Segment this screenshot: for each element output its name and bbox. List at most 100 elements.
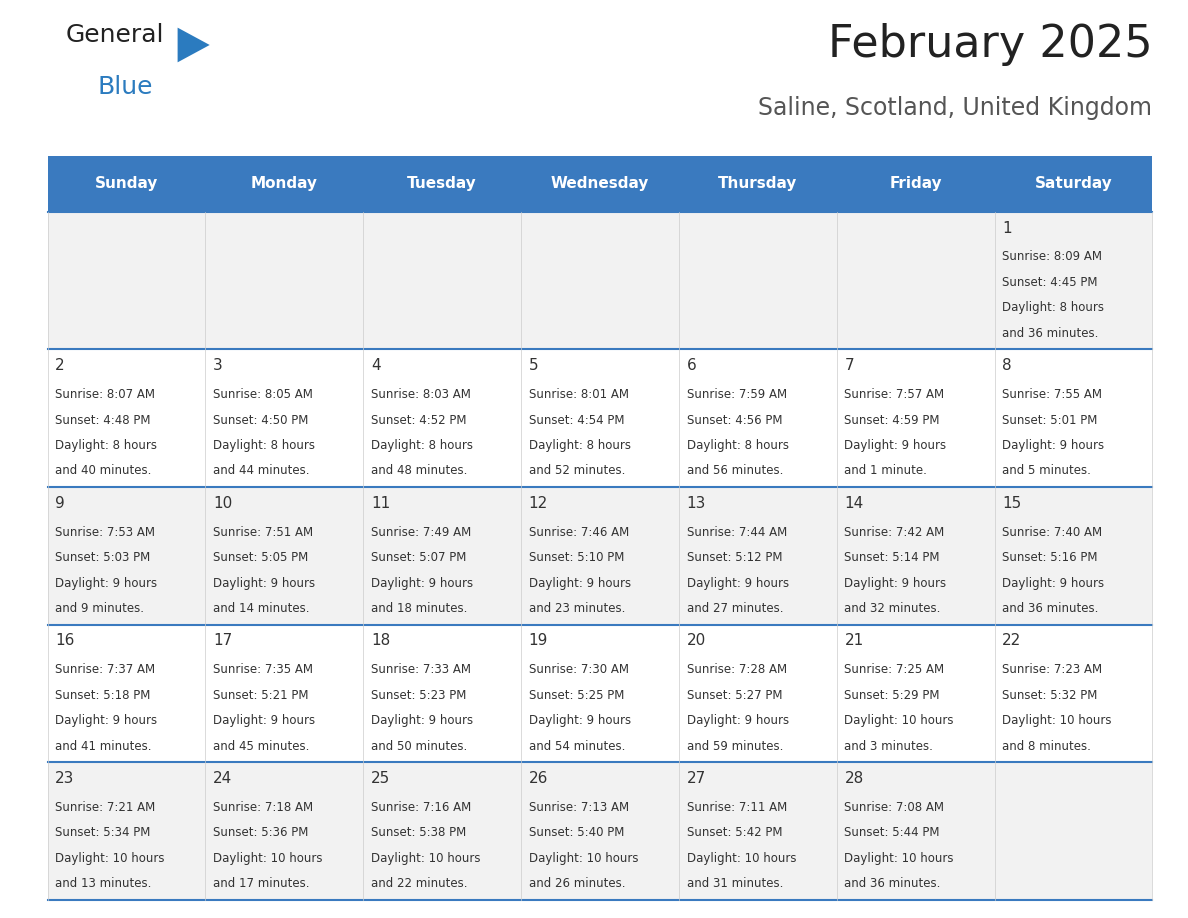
Text: Daylight: 9 hours: Daylight: 9 hours [529, 577, 631, 589]
Bar [678, 762, 836, 900]
Text: and 54 minutes.: and 54 minutes. [529, 740, 625, 753]
Text: and 3 minutes.: and 3 minutes. [845, 740, 934, 753]
Text: Daylight: 9 hours: Daylight: 9 hours [845, 577, 947, 589]
Text: Sunrise: 7:49 AM: Sunrise: 7:49 AM [371, 526, 472, 539]
Bar [678, 487, 836, 624]
Text: Thursday: Thursday [718, 176, 797, 192]
Text: Sunrise: 7:35 AM: Sunrise: 7:35 AM [213, 663, 314, 677]
Text: and 26 minutes.: and 26 minutes. [529, 877, 625, 890]
Text: Sunset: 5:21 PM: Sunset: 5:21 PM [213, 688, 309, 701]
Text: Daylight: 9 hours: Daylight: 9 hours [687, 577, 789, 589]
Text: Monday: Monday [251, 176, 317, 192]
Text: February 2025: February 2025 [828, 23, 1152, 66]
Text: Sunrise: 7:42 AM: Sunrise: 7:42 AM [845, 526, 944, 539]
Text: Sunset: 5:25 PM: Sunset: 5:25 PM [529, 688, 624, 701]
Bar [836, 350, 994, 487]
Text: Sunrise: 7:21 AM: Sunrise: 7:21 AM [56, 800, 156, 813]
Text: and 36 minutes.: and 36 minutes. [845, 877, 941, 890]
Text: Sunday: Sunday [95, 176, 158, 192]
Text: and 48 minutes.: and 48 minutes. [371, 465, 467, 477]
Text: Sunrise: 7:51 AM: Sunrise: 7:51 AM [213, 526, 314, 539]
Text: and 45 minutes.: and 45 minutes. [213, 740, 309, 753]
Text: Saturday: Saturday [1035, 176, 1112, 192]
Text: 24: 24 [213, 771, 233, 786]
Text: Sunset: 5:10 PM: Sunset: 5:10 PM [529, 551, 624, 564]
Text: 17: 17 [213, 633, 233, 648]
Text: Daylight: 8 hours: Daylight: 8 hours [1003, 301, 1105, 314]
Bar [364, 156, 522, 212]
Bar [678, 156, 836, 212]
Bar [364, 624, 522, 762]
Bar [364, 487, 522, 624]
Text: and 14 minutes.: and 14 minutes. [213, 602, 310, 615]
Text: Sunrise: 7:33 AM: Sunrise: 7:33 AM [371, 663, 470, 677]
Text: Sunset: 5:12 PM: Sunset: 5:12 PM [687, 551, 782, 564]
Text: Daylight: 10 hours: Daylight: 10 hours [845, 852, 954, 865]
Text: and 5 minutes.: and 5 minutes. [1003, 465, 1091, 477]
Bar [364, 212, 522, 350]
Text: and 59 minutes.: and 59 minutes. [687, 740, 783, 753]
Text: Sunset: 4:54 PM: Sunset: 4:54 PM [529, 413, 624, 427]
Text: Daylight: 9 hours: Daylight: 9 hours [213, 714, 315, 727]
Bar [522, 762, 678, 900]
Text: Daylight: 10 hours: Daylight: 10 hours [845, 714, 954, 727]
Text: Blue: Blue [97, 75, 153, 99]
Text: Sunset: 4:45 PM: Sunset: 4:45 PM [1003, 276, 1098, 289]
Text: Sunset: 5:29 PM: Sunset: 5:29 PM [845, 688, 940, 701]
Text: and 13 minutes.: and 13 minutes. [56, 877, 152, 890]
Text: 16: 16 [56, 633, 75, 648]
Text: Wednesday: Wednesday [551, 176, 649, 192]
Text: Sunrise: 8:07 AM: Sunrise: 8:07 AM [56, 388, 156, 401]
Text: Sunset: 5:38 PM: Sunset: 5:38 PM [371, 826, 466, 839]
Bar [364, 762, 522, 900]
Text: Sunset: 5:23 PM: Sunset: 5:23 PM [371, 688, 467, 701]
Text: Daylight: 10 hours: Daylight: 10 hours [687, 852, 796, 865]
Text: Sunrise: 7:25 AM: Sunrise: 7:25 AM [845, 663, 944, 677]
Text: 14: 14 [845, 496, 864, 511]
Text: Sunset: 4:50 PM: Sunset: 4:50 PM [213, 413, 309, 427]
Text: and 32 minutes.: and 32 minutes. [845, 602, 941, 615]
Text: 1: 1 [1003, 220, 1012, 236]
Text: and 17 minutes.: and 17 minutes. [213, 877, 310, 890]
Text: Sunset: 5:16 PM: Sunset: 5:16 PM [1003, 551, 1098, 564]
Text: Sunrise: 7:55 AM: Sunrise: 7:55 AM [1003, 388, 1102, 401]
Text: 19: 19 [529, 633, 548, 648]
Text: 9: 9 [56, 496, 65, 511]
Text: Daylight: 9 hours: Daylight: 9 hours [371, 714, 473, 727]
Text: and 36 minutes.: and 36 minutes. [1003, 327, 1099, 340]
Text: and 8 minutes.: and 8 minutes. [1003, 740, 1091, 753]
Text: Daylight: 8 hours: Daylight: 8 hours [687, 439, 789, 452]
Bar [522, 350, 678, 487]
Text: 22: 22 [1003, 633, 1022, 648]
Text: Sunset: 5:14 PM: Sunset: 5:14 PM [845, 551, 940, 564]
Text: Tuesday: Tuesday [407, 176, 476, 192]
Bar [522, 212, 678, 350]
Text: Friday: Friday [890, 176, 942, 192]
Text: and 44 minutes.: and 44 minutes. [213, 465, 310, 477]
Text: Daylight: 10 hours: Daylight: 10 hours [529, 852, 638, 865]
Text: 20: 20 [687, 633, 706, 648]
Text: Daylight: 10 hours: Daylight: 10 hours [371, 852, 480, 865]
Text: 2: 2 [56, 358, 65, 374]
Text: and 41 minutes.: and 41 minutes. [56, 740, 152, 753]
Text: and 36 minutes.: and 36 minutes. [1003, 602, 1099, 615]
Bar [206, 762, 364, 900]
Text: 28: 28 [845, 771, 864, 786]
Text: Daylight: 10 hours: Daylight: 10 hours [1003, 714, 1112, 727]
Bar [994, 156, 1152, 212]
Bar [48, 762, 206, 900]
Text: Sunset: 5:40 PM: Sunset: 5:40 PM [529, 826, 624, 839]
Text: Sunrise: 7:57 AM: Sunrise: 7:57 AM [845, 388, 944, 401]
Bar [206, 487, 364, 624]
Text: Sunrise: 8:01 AM: Sunrise: 8:01 AM [529, 388, 628, 401]
Text: Sunrise: 7:23 AM: Sunrise: 7:23 AM [1003, 663, 1102, 677]
Text: and 56 minutes.: and 56 minutes. [687, 465, 783, 477]
Bar [522, 624, 678, 762]
Text: and 31 minutes.: and 31 minutes. [687, 877, 783, 890]
Text: Sunset: 5:42 PM: Sunset: 5:42 PM [687, 826, 782, 839]
Text: Sunset: 4:56 PM: Sunset: 4:56 PM [687, 413, 782, 427]
Text: Sunrise: 7:28 AM: Sunrise: 7:28 AM [687, 663, 786, 677]
Text: 21: 21 [845, 633, 864, 648]
Text: Sunrise: 8:03 AM: Sunrise: 8:03 AM [371, 388, 470, 401]
Text: and 22 minutes.: and 22 minutes. [371, 877, 467, 890]
